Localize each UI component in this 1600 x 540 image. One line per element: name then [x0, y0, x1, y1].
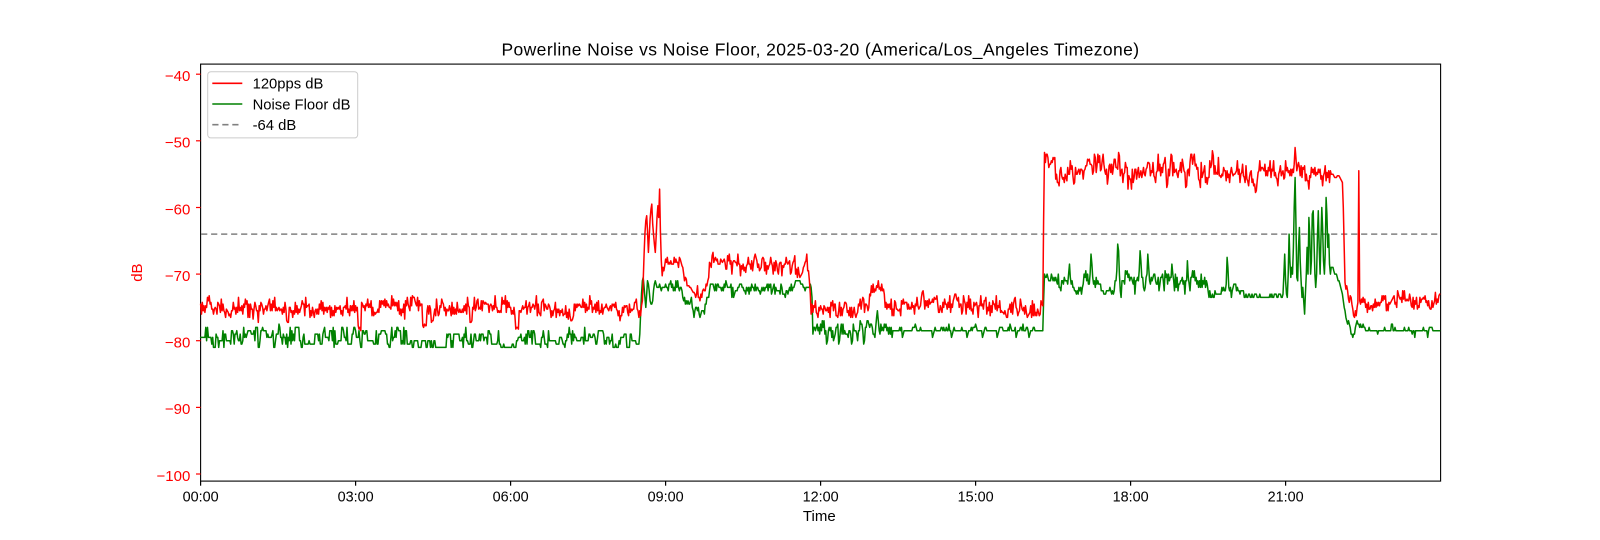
svg-text:−100: −100: [157, 468, 191, 485]
svg-text:21:00: 21:00: [1268, 490, 1304, 506]
svg-text:12:00: 12:00: [803, 490, 839, 506]
svg-text:-64 dB: -64 dB: [253, 118, 297, 134]
svg-text:Noise Floor dB: Noise Floor dB: [253, 97, 351, 113]
svg-text:18:00: 18:00: [1113, 490, 1149, 506]
svg-text:120pps dB: 120pps dB: [253, 77, 324, 93]
svg-text:15:00: 15:00: [958, 490, 994, 506]
svg-text:06:00: 06:00: [493, 490, 529, 506]
svg-text:−80: −80: [165, 335, 190, 352]
svg-text:00:00: 00:00: [183, 490, 219, 506]
svg-text:09:00: 09:00: [648, 490, 684, 506]
svg-text:−90: −90: [165, 401, 190, 418]
svg-text:−60: −60: [165, 201, 190, 218]
svg-text:Powerline Noise vs Noise Floor: Powerline Noise vs Noise Floor, 2025-03-…: [501, 39, 1139, 60]
svg-text:Time: Time: [803, 508, 836, 525]
svg-text:−40: −40: [165, 68, 190, 85]
svg-text:−70: −70: [165, 268, 190, 285]
svg-text:−50: −50: [165, 135, 190, 152]
svg-text:03:00: 03:00: [338, 490, 374, 506]
svg-text:dB: dB: [129, 263, 146, 281]
